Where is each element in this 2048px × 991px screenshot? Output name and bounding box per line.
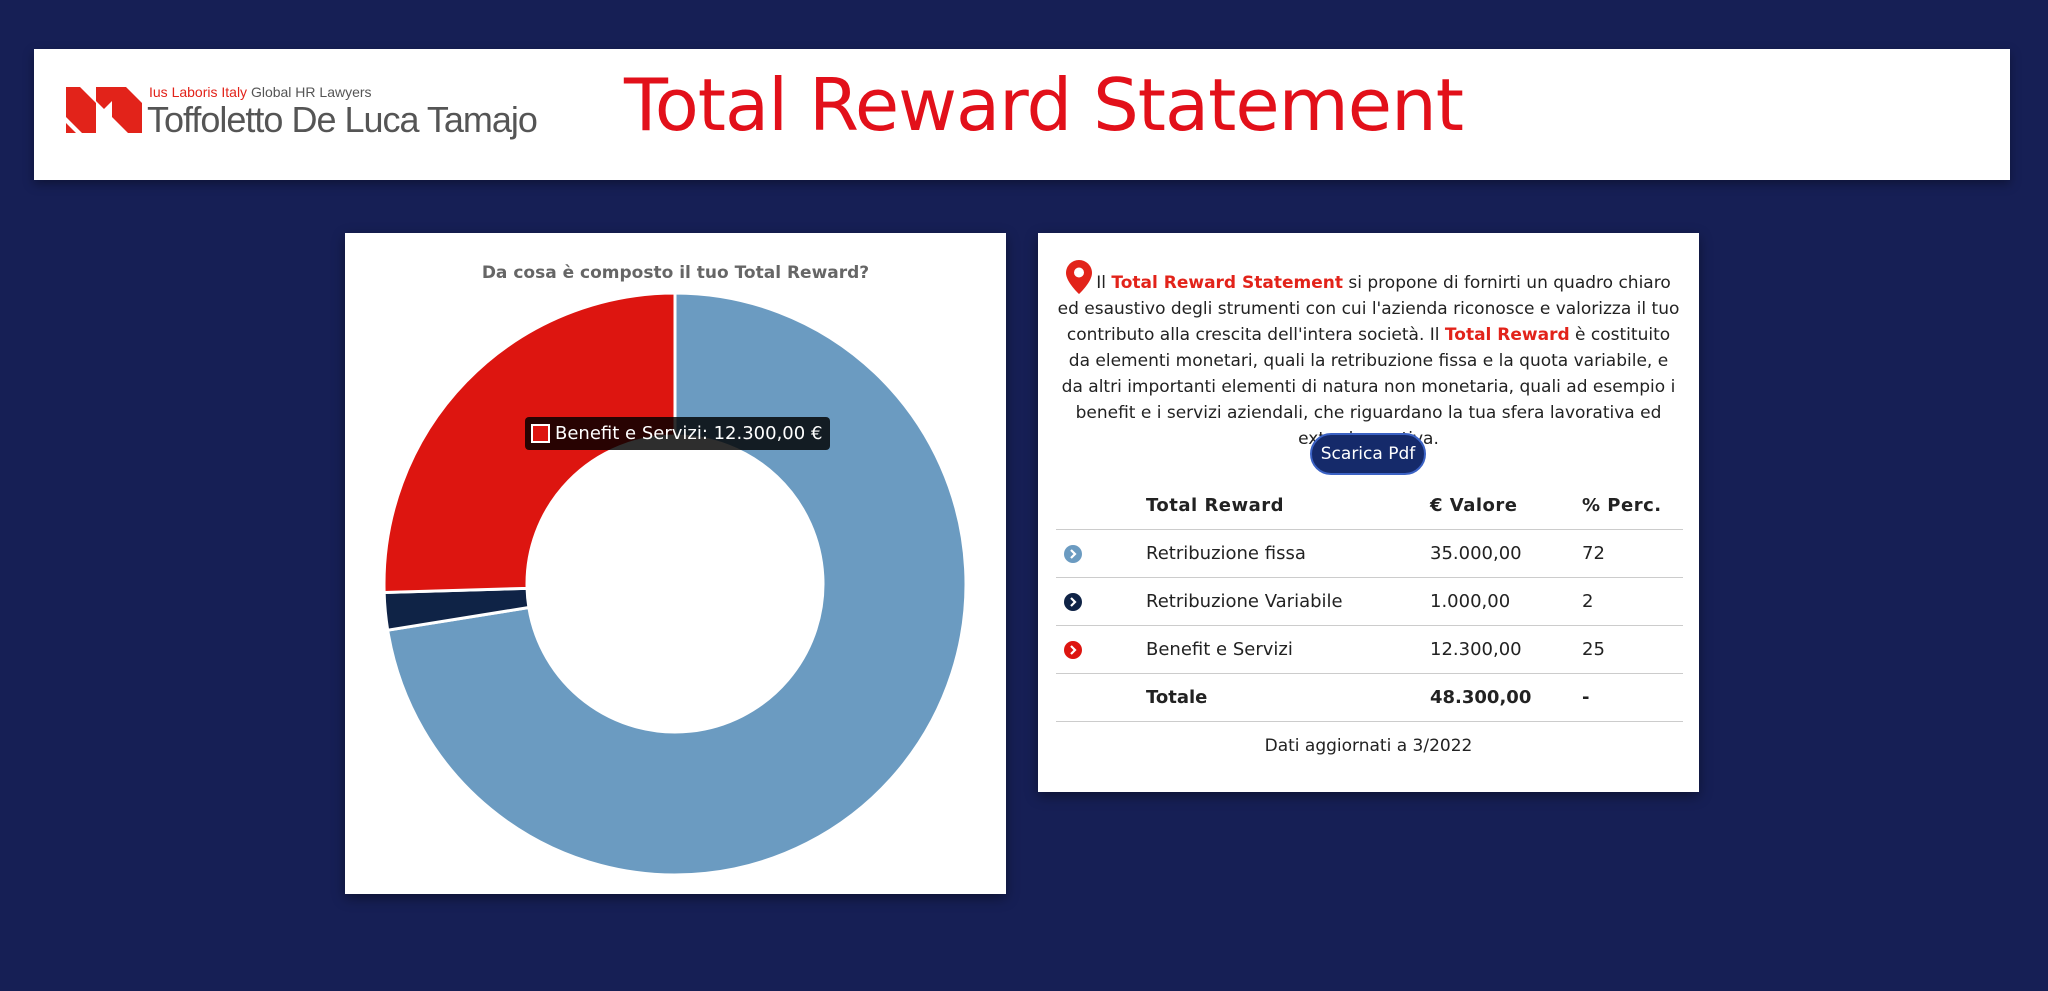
row-icon-cell — [1056, 625, 1145, 674]
chart-tooltip: Benefit e Servizi: 12.300,00 € — [525, 417, 831, 450]
logo-firm-name: Toffoletto De Luca Tamajo — [147, 99, 538, 140]
logo-tagline: Ius Laboris Italy Global HR Lawyers — [149, 84, 372, 100]
header-icon-col — [1056, 481, 1145, 530]
row-label: Benefit e Servizi — [1145, 625, 1429, 674]
intro-highlight-reward: Total Reward — [1444, 325, 1570, 345]
map-pin-icon — [1066, 260, 1093, 294]
chevron-circle-icon[interactable] — [1064, 593, 1082, 611]
intro-highlight-statement: Total Reward Statement — [1111, 273, 1343, 293]
table-total-row: Totale 48.300,00 - — [1056, 673, 1683, 722]
download-pdf-button[interactable]: Scarica Pdf — [1310, 433, 1426, 475]
total-icon-cell — [1056, 673, 1145, 722]
reward-table: Total Reward € Valore % Perc. Retribuzio… — [1056, 481, 1683, 722]
logo-tag-rest: Global HR Lawyers — [250, 84, 372, 100]
intro-paragraph: Il Total Reward Statement si propone di … — [1056, 260, 1681, 452]
header-value: € Valore — [1429, 481, 1581, 530]
row-value: 1.000,00 — [1429, 577, 1581, 626]
chart-title: Da cosa è composto il tuo Total Reward? — [481, 263, 870, 283]
row-perc: 2 — [1581, 577, 1683, 626]
firm-logo-icon — [66, 87, 142, 133]
chart-card: Da cosa è composto il tuo Total Reward? … — [345, 233, 1006, 894]
donut-chart — [382, 291, 968, 877]
intro-text-2: si propone di fornirti un quadro chiaro … — [1057, 273, 1680, 345]
table-row: Retribuzione fissa 35.000,00 72 — [1056, 529, 1683, 578]
row-perc: 25 — [1581, 625, 1683, 674]
row-icon-cell — [1056, 577, 1145, 626]
row-icon-cell — [1056, 529, 1145, 578]
chevron-circle-icon[interactable] — [1064, 545, 1082, 563]
tooltip-text: Benefit e Servizi: 12.300,00 € — [555, 423, 823, 444]
total-value: 48.300,00 — [1429, 673, 1581, 722]
header-bar: Ius Laboris Italy Global HR Lawyers Toff… — [34, 49, 2010, 180]
tooltip-swatch — [531, 424, 550, 443]
table-row: Retribuzione Variabile 1.000,00 2 — [1056, 577, 1683, 626]
total-label: Totale — [1145, 673, 1429, 722]
info-card: Il Total Reward Statement si propone di … — [1038, 233, 1699, 792]
total-perc: - — [1581, 673, 1683, 722]
intro-text-1: Il — [1096, 273, 1112, 293]
row-label: Retribuzione fissa — [1145, 529, 1429, 578]
updated-note: Dati aggiornati a 3/2022 — [1264, 736, 1473, 756]
header-perc: % Perc. — [1581, 481, 1683, 530]
row-label: Retribuzione Variabile — [1145, 577, 1429, 626]
page-title: Total Reward Statement — [624, 63, 1464, 147]
row-value: 35.000,00 — [1429, 529, 1581, 578]
chevron-circle-icon[interactable] — [1064, 641, 1082, 659]
row-value: 12.300,00 — [1429, 625, 1581, 674]
table-row: Benefit e Servizi 12.300,00 25 — [1056, 625, 1683, 674]
table-header-row: Total Reward € Valore % Perc. — [1056, 481, 1683, 530]
header-total-reward: Total Reward — [1145, 481, 1429, 530]
row-perc: 72 — [1581, 529, 1683, 578]
logo-tag-red: Ius Laboris Italy — [149, 84, 248, 100]
